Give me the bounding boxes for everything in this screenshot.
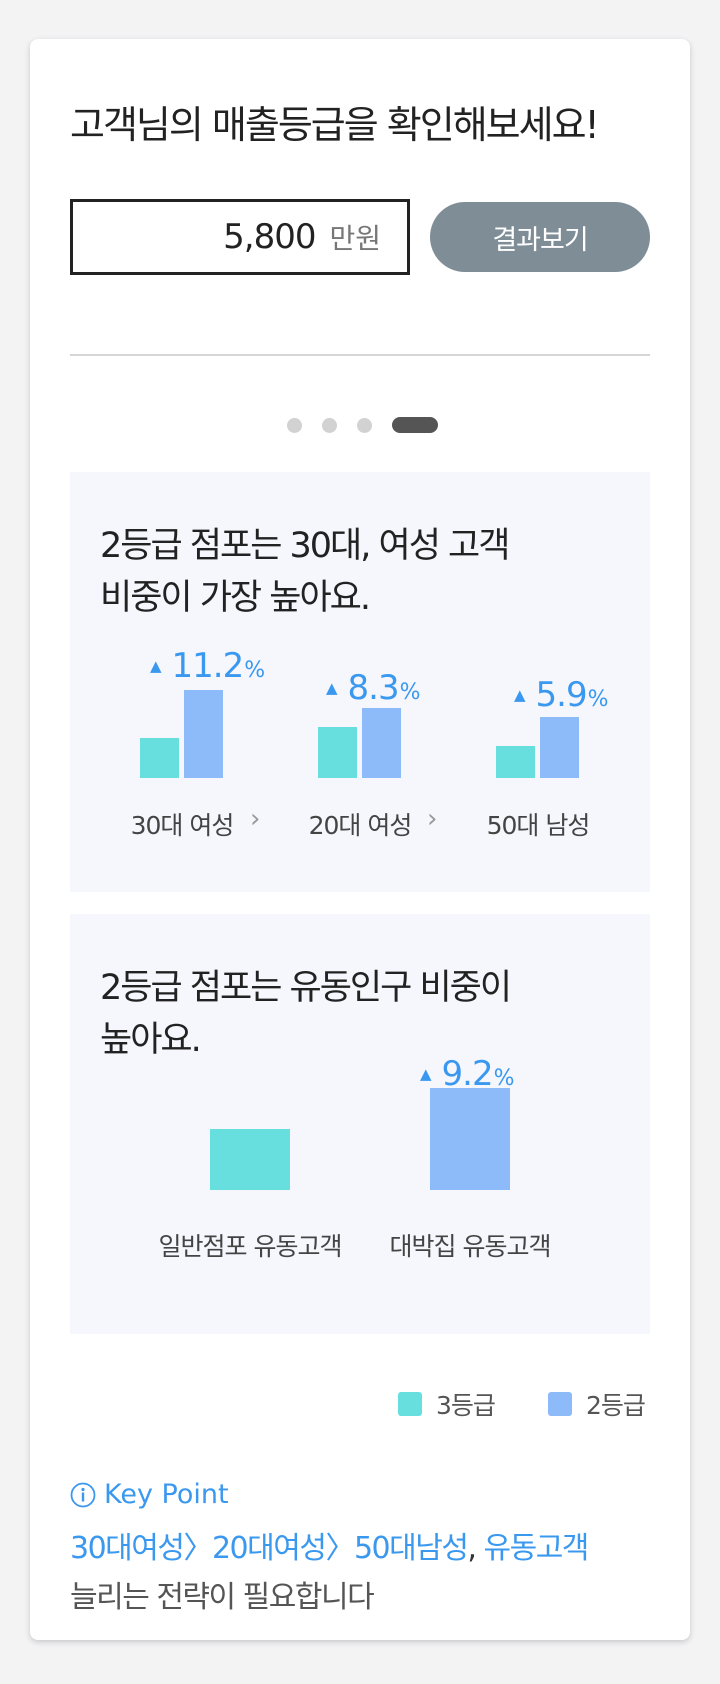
group-label-30s-female: 30대 여성 (130, 811, 235, 840)
bar-50s-male-grade3 (496, 746, 535, 778)
legend-grade2: 2등급 (548, 1386, 646, 1422)
chevron-right-icon: › (250, 804, 261, 834)
up-arrow-icon: ▲ (514, 686, 526, 704)
age-gender-panel: 2등급 점포는 30대, 여성 고객 비중이 가장 높아요. ▲ 11.2 % … (70, 472, 650, 892)
panel-title: 2등급 점포는 유동인구 비중이 높아요. (100, 962, 512, 1066)
chevron-right-icon: › (427, 804, 438, 834)
page-title: 고객님의 매출등급을 확인해보세요! (70, 103, 600, 147)
carousel-dot-1[interactable] (287, 417, 302, 433)
sales-amount-input[interactable]: 5,800 만원 (70, 199, 410, 275)
grade-card: 고객님의 매출등급을 확인해보세요! 5,800 만원 결과보기 2등급 점포는… (30, 39, 690, 1640)
bar-30s-female-grade3 (140, 738, 179, 778)
legend-swatch-grade2 (548, 1392, 572, 1416)
panel-title: 2등급 점포는 30대, 여성 고객 비중이 가장 높아요. (100, 520, 510, 624)
bar-20s-female-grade2 (362, 708, 401, 778)
sales-amount-value: 5,800 (223, 217, 316, 257)
label-hit-store-floating: 대박집 유동고객 (389, 1232, 552, 1261)
up-arrow-icon: ▲ (150, 657, 162, 675)
carousel-indicator (287, 417, 438, 433)
legend-swatch-grade3 (398, 1392, 422, 1416)
view-result-button[interactable]: 결과보기 (430, 202, 650, 272)
key-point-text: 늘리는 전략이 필요합니다 (70, 1580, 375, 1615)
carousel-dot-2[interactable] (322, 417, 337, 433)
change-20s-female: ▲ 8.3 % (326, 668, 421, 708)
up-arrow-icon: ▲ (420, 1065, 432, 1083)
key-point-title: Key Point (104, 1479, 229, 1510)
carousel-dot-4-active[interactable] (392, 417, 438, 433)
up-arrow-icon: ▲ (326, 679, 338, 697)
bar-20s-female-grade3 (318, 727, 357, 778)
change-50s-male: ▲ 5.9 % (514, 675, 609, 715)
sales-amount-unit: 만원 (329, 222, 381, 255)
bar-30s-female-grade2 (184, 690, 223, 778)
panel-title-line1: 2등급 점포는 30대, 여성 고객 (100, 526, 510, 566)
group-label-50s-male: 50대 남성 (486, 811, 591, 840)
group-label-20s-female: 20대 여성 (308, 811, 413, 840)
floating-population-panel: 2등급 점포는 유동인구 비중이 높아요. 일반점포 유동고객 ▲ 9.2 % … (70, 914, 650, 1334)
key-point-heading: Key Point (70, 1479, 229, 1510)
panel-title-line2: 높아요. (100, 1020, 202, 1060)
carousel-dot-3[interactable] (357, 417, 372, 433)
bar-50s-male-grade2 (540, 717, 579, 778)
panel-title-line1: 2등급 점포는 유동인구 비중이 (100, 968, 512, 1008)
legend-grade3: 3등급 (398, 1386, 496, 1422)
divider (70, 354, 650, 356)
label-normal-store-floating: 일반점포 유동고객 (158, 1232, 343, 1261)
key-point-highlight: 30대여성〉20대여성〉50대남성, 유동고객 (70, 1531, 589, 1566)
bar-normal-store-floating (210, 1129, 290, 1190)
bar-hit-store-floating (430, 1088, 510, 1190)
info-icon (70, 1482, 96, 1507)
change-30s-female: ▲ 11.2 % (150, 646, 266, 686)
panel-title-line2: 비중이 가장 높아요. (100, 578, 371, 618)
change-hit-store-floating: ▲ 9.2 % (420, 1054, 515, 1094)
